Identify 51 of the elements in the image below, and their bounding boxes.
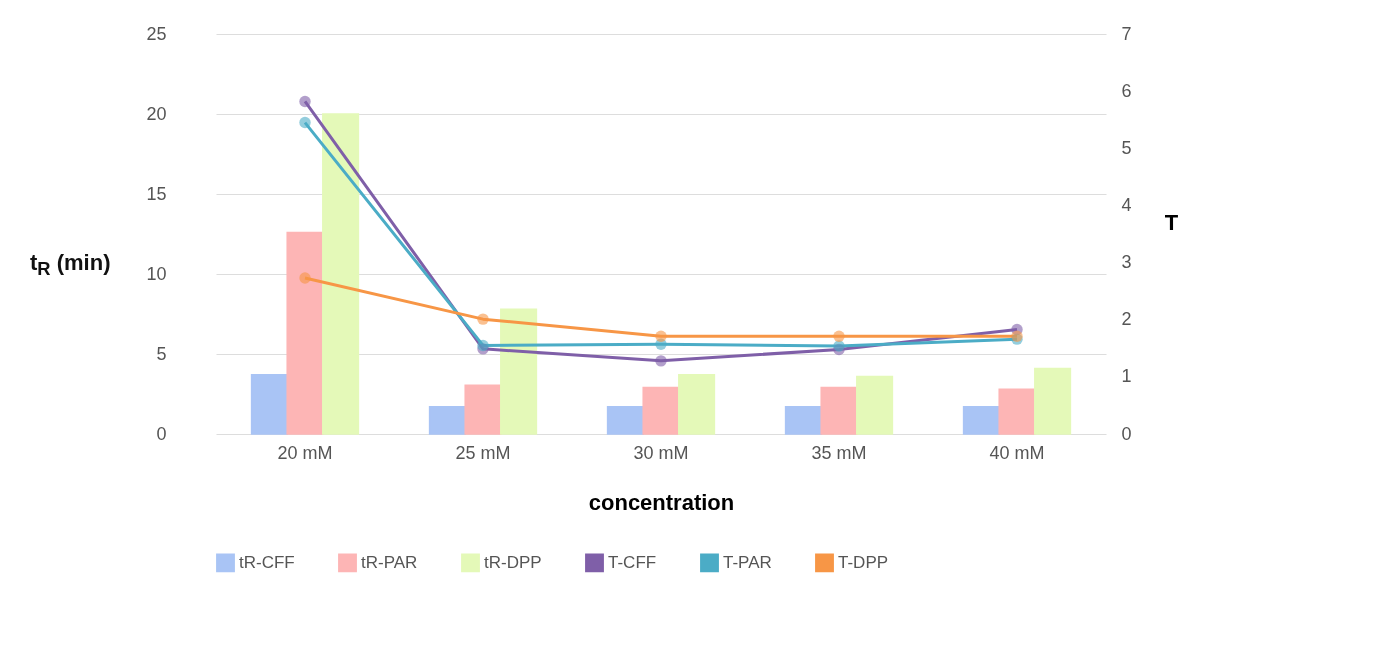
y2-tick-label: 6 <box>1121 80 1132 101</box>
x-tick-label: 20 mM <box>277 442 333 463</box>
legend-label: T-PAR <box>723 552 772 572</box>
point <box>299 95 311 108</box>
y-tick-label: 5 <box>156 343 167 364</box>
point <box>477 313 489 325</box>
legend-label: tR-CFF <box>239 552 295 572</box>
bar <box>642 386 680 435</box>
x-tick-label: 35 mM <box>811 442 867 463</box>
y2-tick-label: 7 <box>1121 23 1132 44</box>
bar <box>606 406 644 435</box>
x-tick-label: 25 mM <box>455 442 511 463</box>
x-axis-title: concentration <box>588 489 735 515</box>
y2-axis-title: T <box>1164 209 1179 235</box>
bar <box>1034 367 1072 435</box>
bar <box>464 384 502 435</box>
bar <box>428 406 466 435</box>
y-tick-label: 25 <box>146 23 167 44</box>
bar <box>500 308 538 435</box>
y-axis-title: t$_{R}$ (min) <box>30 250 111 281</box>
bar <box>286 231 324 435</box>
y-tick-label: 20 <box>146 103 167 124</box>
bar <box>962 406 1000 435</box>
y-tick-label: 10 <box>146 263 167 284</box>
legend-label: T-DPP <box>838 552 889 572</box>
bar <box>322 113 360 435</box>
point <box>833 330 845 342</box>
point <box>655 355 667 367</box>
legend-label: tR-DPP <box>484 552 542 572</box>
x-tick-label: 30 mM <box>633 442 689 463</box>
y2-tick-label: 1 <box>1121 366 1132 387</box>
point <box>655 330 667 342</box>
y2-tick-label: 4 <box>1121 194 1132 215</box>
bar <box>678 374 716 435</box>
legend-label: tR-PAR <box>361 552 418 572</box>
point <box>477 339 489 352</box>
y-tick-label: 15 <box>146 183 167 204</box>
bar <box>856 375 894 435</box>
point <box>299 272 311 284</box>
y2-tick-label: 0 <box>1121 423 1132 444</box>
y2-tick-label: 2 <box>1121 309 1132 330</box>
y2-tick-label: 3 <box>1121 252 1132 273</box>
y-tick-label: 0 <box>156 423 167 444</box>
x-tick-label: 40 mM <box>989 442 1045 463</box>
y2-tick-label: 5 <box>1121 137 1132 158</box>
bar <box>250 374 288 435</box>
point <box>299 116 311 129</box>
bar <box>998 388 1036 435</box>
bar <box>784 406 822 435</box>
bar <box>820 386 858 435</box>
legend-label: T-CFF <box>608 552 657 572</box>
